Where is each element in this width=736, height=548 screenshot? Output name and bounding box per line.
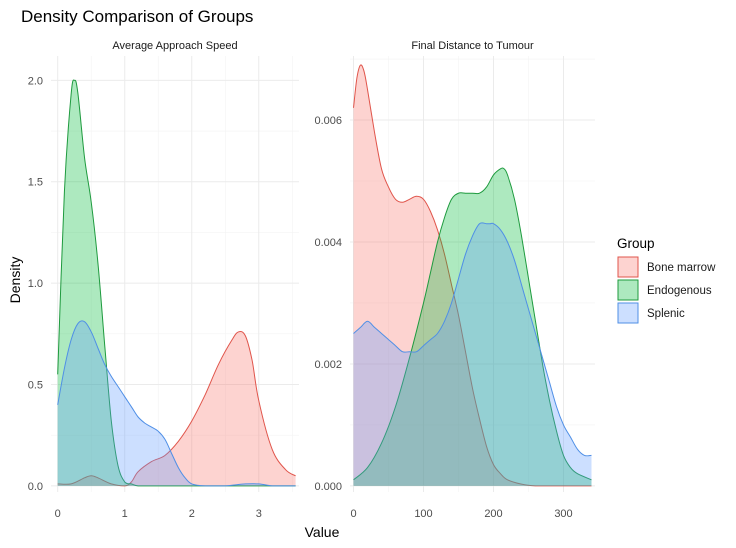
density-line-endogenous xyxy=(57,79,296,487)
facet-panel-2: 0 100 200 300 0.000 0.002 0.004 0.006 Final Dist… xyxy=(314,40,595,520)
x-tick-label: 0 xyxy=(350,508,356,520)
y-tick-label: 0.004 xyxy=(314,237,342,249)
y-tick-label: 0.5 xyxy=(28,380,43,392)
y-tick-label: 0.002 xyxy=(314,359,342,371)
facet-panel-1: 0 1 2 3 0.0 0.5 1.0 1.5 2.0 Average Approach Spee… xyxy=(28,40,299,520)
x-tick-label: 3 xyxy=(256,508,262,520)
y-axis-title: Density xyxy=(7,257,23,304)
x-tick-label: 200 xyxy=(484,508,502,520)
density-line-splenic xyxy=(353,222,592,457)
density-line-endogenous xyxy=(353,167,592,481)
density-area-splenic xyxy=(57,320,296,486)
y-tick-label: 0.0 xyxy=(28,481,43,493)
density-area-bone-marrow xyxy=(57,331,296,486)
y-tick-label: 1.5 xyxy=(28,177,43,189)
facet-strip-label: Final Distance to Tumour xyxy=(411,40,534,52)
y-tick-label: 1.0 xyxy=(28,278,43,290)
x-tick-label: 1 xyxy=(122,508,128,520)
facet-strip-label: Average Approach Speed xyxy=(112,40,237,52)
density-area-endogenous xyxy=(353,168,592,486)
legend-label-endogenous: Endogenous xyxy=(647,285,712,297)
x-tick-label: 100 xyxy=(414,508,432,520)
legend-title: Group xyxy=(617,236,655,251)
x-axis-title: Value xyxy=(305,524,340,540)
legend-key-splenic xyxy=(617,302,639,324)
x-tick-label: 0 xyxy=(55,508,61,520)
density-line-bone-marrow xyxy=(353,64,592,487)
y-tick-label: 0.000 xyxy=(314,481,342,493)
y-tick-label: 2.0 xyxy=(28,75,43,87)
legend-key-bone-marrow xyxy=(617,256,639,278)
legend: Group Bone marrow Endogenous Splenic xyxy=(617,236,716,324)
density-area-endogenous xyxy=(57,80,296,486)
density-line-splenic xyxy=(57,320,296,487)
density-area-splenic xyxy=(353,222,592,486)
x-tick-label: 2 xyxy=(189,508,195,520)
legend-key-endogenous xyxy=(617,279,639,301)
legend-label-bone-marrow: Bone marrow xyxy=(647,262,716,274)
x-tick-label: 300 xyxy=(554,508,572,520)
legend-label-splenic: Splenic xyxy=(647,308,685,320)
density-area-bone-marrow xyxy=(353,64,592,486)
chart-title: Density Comparison of Groups xyxy=(21,7,253,26)
density-line-bone-marrow xyxy=(57,330,296,487)
y-tick-label: 0.006 xyxy=(314,115,342,127)
